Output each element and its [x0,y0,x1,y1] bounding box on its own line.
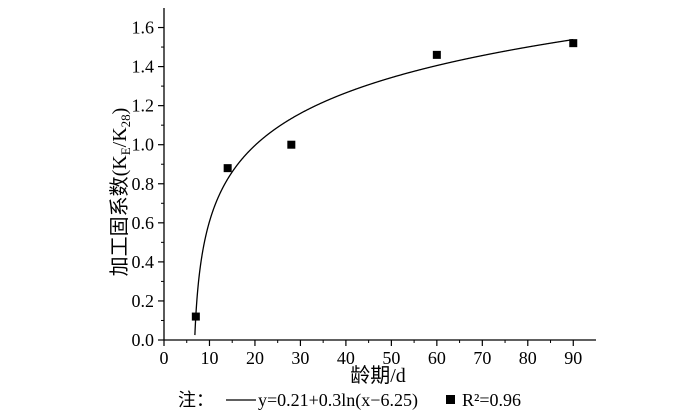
axes [163,8,596,341]
note-prefix: 注： [178,390,214,410]
data-point [191,312,200,321]
x-axis-title: 龄期/d [350,364,406,387]
y-axis-title-sub1: E [118,147,133,155]
y-axis-title-sub2: 28 [118,114,133,127]
data-point [223,164,232,173]
ticks: 0 10 20 30 40 50 60 70 80 90 0.0 0.2 0.4 0.6 0.8 1.0 1.2… [132,18,583,368]
y-axis-title-main: 加工固系数(K [108,155,131,277]
fit-curve-layer [194,38,574,336]
x-tick-label: 90 [564,348,582,368]
x-tick-label: 50 [382,348,400,368]
y-tick-label: 0.4 [132,252,155,272]
fit-curve [194,38,574,336]
y-tick-label: 1.2 [132,96,155,116]
y-tick-label: 1.4 [132,57,155,77]
y-tick-label: 0.2 [132,291,155,311]
y-tick-label: 0.6 [132,213,155,233]
x-tick-label: 0 [160,348,169,368]
x-tick-label: 70 [473,348,491,368]
y-axis-title: 加工固系数(KE/K28) [108,108,133,277]
y-tick-label: 1.0 [132,135,155,155]
data-point [432,50,441,59]
data-point [287,140,296,149]
data-point [569,39,578,48]
x-tick-label: 60 [428,348,446,368]
x-tick-label: 30 [291,348,309,368]
note-marker-sample [446,395,455,404]
x-tick-label: 20 [246,348,264,368]
y-tick-label: 1.6 [132,18,155,38]
note-equation: y=0.21+0.3ln(x−6.25) [258,390,418,411]
note: 注： y=0.21+0.3ln(x−6.25) R²=0.96 [178,390,521,411]
x-tick-label: 80 [519,348,537,368]
x-tick-label: 10 [200,348,218,368]
points-layer [191,39,578,321]
x-tick-label: 40 [337,348,355,368]
y-tick-label: 0.8 [132,174,155,194]
y-tick-label: 0.0 [132,330,155,350]
y-axis-title-mid: /K [109,127,131,148]
y-axis-title-end: ) [109,108,131,115]
note-r2: R²=0.96 [462,390,521,410]
